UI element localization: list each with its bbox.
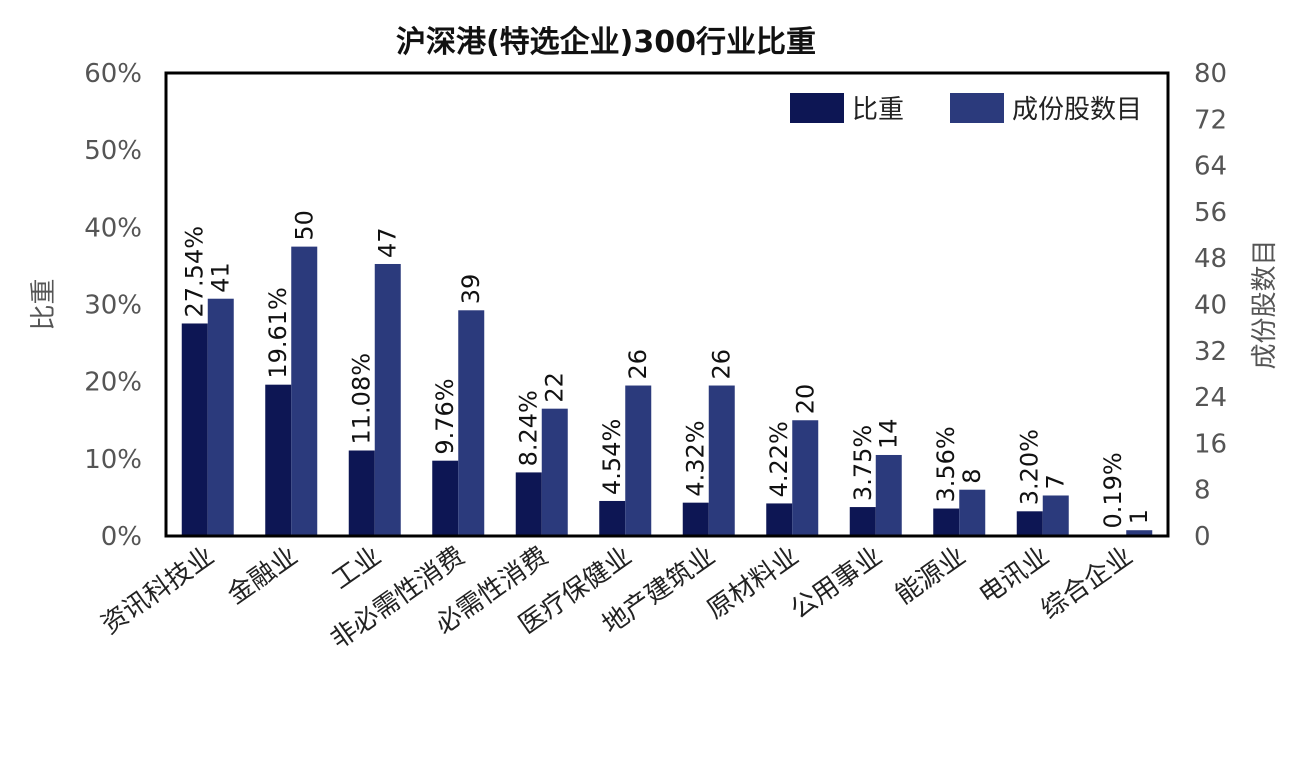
x-tick-label: 工业 — [327, 541, 387, 595]
data-label-weight: 4.32% — [682, 420, 710, 496]
data-label-weight: 4.54% — [598, 419, 626, 495]
bar-count — [207, 298, 234, 536]
y-tick-label: 30% — [84, 291, 142, 321]
bar-weight — [933, 508, 960, 536]
data-label-count: 1 — [1125, 509, 1153, 524]
data-label-count: 41 — [207, 262, 235, 293]
y-tick-label: 10% — [84, 445, 142, 475]
y2-axis-title: 成份股数目 — [1250, 239, 1280, 369]
legend-swatch-weight — [790, 93, 844, 123]
x-tick-label: 金融业 — [222, 541, 303, 610]
bar-count — [708, 385, 735, 536]
bar-count — [875, 454, 902, 536]
legend-label-count: 成份股数目 — [1012, 95, 1142, 125]
data-label-count: 47 — [374, 227, 402, 258]
data-labels-layer: 27.54%41 19.61% 50 11.08% 47 9.76% 39 8.24%22 4.… — [181, 210, 1154, 528]
y-tick-label: 40% — [84, 213, 142, 243]
bar-count — [625, 385, 652, 536]
data-label-count: 14 — [875, 418, 903, 449]
bar-count — [541, 408, 568, 536]
y2-tick-label: 56 — [1194, 198, 1227, 228]
data-label-count: 20 — [791, 384, 819, 415]
data-label-weight: 11.08% — [348, 353, 376, 445]
x-tick-label: 公用事业 — [785, 541, 887, 625]
y2-tick-label: 32 — [1194, 337, 1227, 367]
data-label-weight: 3.56% — [932, 426, 960, 502]
bar-weight — [1016, 511, 1043, 536]
bar-weight — [515, 472, 542, 536]
data-label-weight: 0.19% — [1099, 452, 1127, 528]
y2-tick-label: 16 — [1194, 429, 1227, 459]
bar-count — [291, 246, 318, 536]
y2-tick-label: 8 — [1194, 476, 1211, 506]
bar-weight — [766, 503, 793, 536]
data-label-count: 22 — [541, 372, 569, 403]
bar-count — [959, 489, 986, 536]
data-label-count: 26 — [708, 349, 736, 380]
legend-swatch-count — [950, 93, 1004, 123]
y-tick-label: 60% — [84, 59, 142, 89]
bar-count — [1042, 495, 1069, 536]
bar-weight — [181, 323, 208, 536]
legend: 比重 成份股数目 — [790, 93, 1142, 125]
bar-weight — [682, 502, 709, 536]
x-tick-label: 能源业 — [890, 541, 971, 610]
y2-tick-label: 64 — [1194, 152, 1227, 182]
y2-tick-label: 0 — [1194, 522, 1211, 552]
data-label-count: 8 — [958, 468, 986, 483]
y2-tick-label: 72 — [1194, 105, 1227, 135]
y2-tick-label: 24 — [1194, 383, 1227, 413]
bar-weight — [265, 384, 292, 536]
data-label-count: 39 — [457, 274, 485, 305]
legend-label-weight: 比重 — [852, 95, 904, 125]
data-label-weight: 3.20% — [1016, 429, 1044, 505]
y2-tick-label: 48 — [1194, 244, 1227, 274]
chart-title: 沪深港(特选企业)300行业比重 — [396, 25, 816, 60]
y-tick-label: 20% — [84, 368, 142, 398]
x-tick-label: 综合企业 — [1036, 541, 1138, 625]
data-label-weight: 9.76% — [431, 378, 459, 454]
data-label-weight: 27.54% — [181, 226, 209, 318]
y-tick-label: 50% — [84, 136, 142, 166]
bar-weight — [849, 507, 876, 536]
bar-count — [458, 310, 485, 536]
data-label-count: 50 — [290, 210, 318, 241]
y-tick-label: 0% — [101, 522, 142, 552]
data-label-weight: 4.22% — [765, 421, 793, 497]
bar-count — [374, 263, 401, 536]
data-label-weight: 19.61% — [264, 287, 292, 379]
plot-frame — [164, 71, 1170, 538]
bar-weight — [348, 450, 375, 536]
bar-weight — [432, 460, 459, 536]
data-label-count: 26 — [624, 349, 652, 380]
data-label-count: 7 — [1042, 474, 1070, 489]
x-tick-label: 原材料业 — [702, 541, 804, 625]
y2-tick-label: 40 — [1194, 291, 1227, 321]
bars-layer — [181, 246, 1153, 536]
bar-count — [792, 420, 819, 536]
y2-tick-label: 80 — [1194, 59, 1227, 89]
x-tick-label: 资讯科技业 — [96, 541, 220, 640]
data-label-weight: 3.75% — [849, 425, 877, 501]
bar-count — [1126, 530, 1153, 536]
data-label-weight: 8.24% — [515, 390, 543, 466]
bar-weight — [599, 500, 626, 536]
y-axis-title: 比重 — [29, 278, 59, 330]
